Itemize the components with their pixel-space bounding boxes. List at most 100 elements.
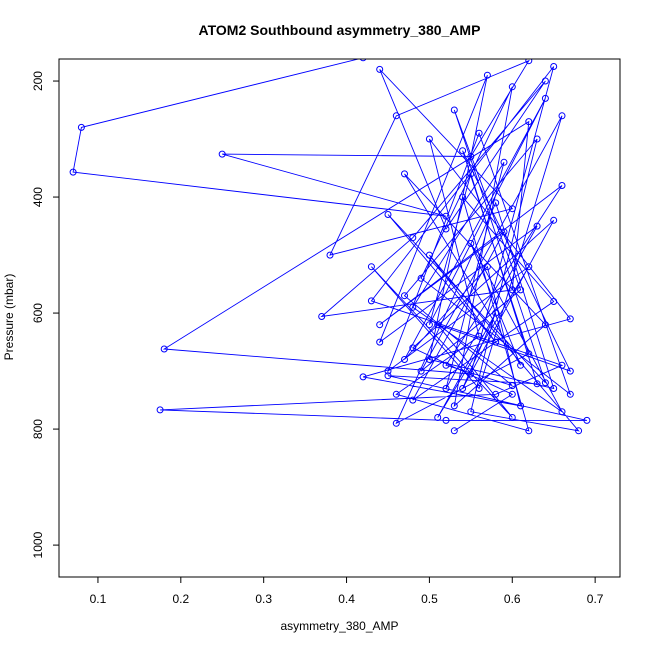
data-point [517,361,525,369]
data-point [533,222,541,230]
data-point [218,150,226,158]
data-point [475,129,483,137]
data-point [409,234,417,242]
x-axis-label: asymmetry_380_AMP [280,619,398,633]
data-point [450,427,458,435]
y-tick-label: 400 [31,187,45,207]
data-point [558,361,566,369]
data-point [384,367,392,375]
x-tick-label: 0.3 [255,592,272,606]
data-point [583,416,591,424]
data-point [467,370,475,378]
data-point [160,345,168,353]
data-point [425,135,433,143]
data-point [550,298,558,305]
x-tick-label: 0.5 [421,592,438,606]
data-point [450,106,458,114]
data-point [492,309,500,317]
axes-layer: 0.1 0.2 0.3 0.4 0.5 0.6 0.7 200 400 600 800 1000 [31,71,604,606]
data-point [359,59,367,62]
data-point [558,408,566,416]
data-point [475,385,483,392]
y-tick-label: 600 [31,303,45,323]
y-tick-label: 800 [31,419,45,439]
data-point [517,402,525,410]
data-point [500,228,508,236]
data-point [541,321,549,329]
x-tick-label: 0.2 [172,592,189,606]
data-point [425,356,433,363]
data-point [508,414,516,421]
data-point [533,380,541,388]
data-point [442,361,450,369]
data-point [442,416,450,424]
data-point [541,77,549,85]
data-point [434,414,442,421]
data-point [467,170,475,178]
data-point [442,385,450,392]
data-point [500,158,508,166]
data-point [459,193,467,201]
y-tick-label: 200 [31,71,45,91]
data-point [392,390,400,398]
data-point [492,390,500,398]
x-tick-label: 0.7 [587,592,604,606]
y-tick-label: 1000 [31,531,45,558]
data-point [525,263,533,271]
x-tick-label: 0.6 [504,592,521,606]
data-point [409,396,417,404]
data-point [359,373,367,381]
data-point [558,182,566,189]
data-point [376,321,384,329]
data-point [409,303,417,311]
data-point [467,408,475,416]
data-point [475,332,483,340]
data-point [326,251,334,259]
data-point [541,379,549,387]
data-point [508,286,516,294]
data-point [483,263,491,271]
data-point [467,240,475,247]
data-point [384,372,392,380]
data-point [442,225,450,233]
series-line [72,59,587,432]
data-point [376,65,384,73]
data-point [392,419,400,427]
data-point [525,427,533,435]
data-point [467,153,475,160]
data-point [409,344,417,352]
data-point [392,112,400,120]
data-point [550,216,558,224]
data-point [442,212,450,220]
plot-frame [58,58,621,578]
y-axis-label: Pressure (mbar) [2,274,16,361]
data-point [533,135,541,143]
series-layer [69,59,591,435]
chart-title: ATOM2 Southbound asymmetry_380_AMP [199,22,481,38]
data-point [508,205,516,213]
data-point [525,59,533,65]
data-point [566,315,574,323]
data-point [508,382,516,390]
data-point [77,123,85,131]
data-point [541,94,549,102]
data-point [401,292,408,300]
data-point [508,83,516,91]
data-point [566,390,574,398]
data-point [417,274,425,282]
series [69,59,591,435]
data-point [492,338,500,346]
data-point [566,367,574,375]
data-point [550,385,558,392]
data-point [434,321,442,329]
data-point [401,356,408,363]
data-point [517,286,525,294]
data-point [459,385,467,392]
data-point [483,71,491,79]
data-point [492,199,500,207]
data-point [575,427,583,435]
x-tick-label: 0.1 [90,592,107,606]
x-tick-label: 0.4 [338,592,355,606]
